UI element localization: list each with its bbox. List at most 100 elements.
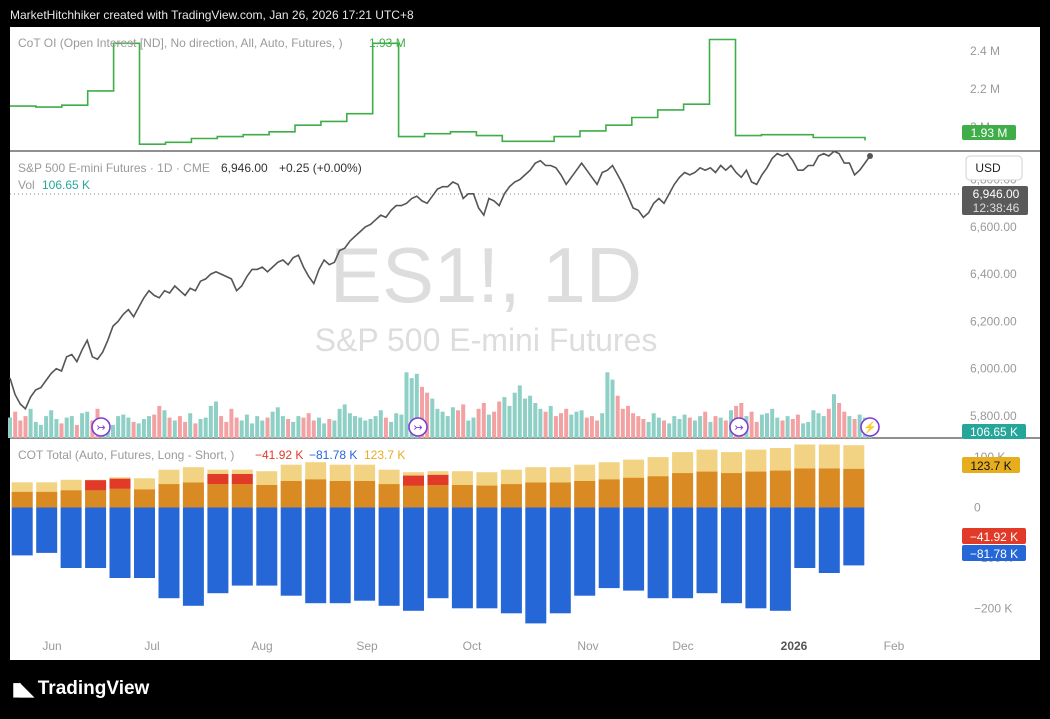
volume-bar <box>667 423 672 438</box>
volume-bar <box>589 416 594 438</box>
cot-net-bar <box>109 488 131 508</box>
x-tick-label: Jul <box>144 639 159 653</box>
volume-bar <box>234 417 239 438</box>
volume-bar <box>306 413 311 438</box>
cot-net-bar <box>549 482 571 508</box>
tradingview-brand: TradingView <box>37 678 150 699</box>
volume-bar <box>440 411 445 438</box>
volume-bar <box>600 413 605 438</box>
cot-net-bar <box>427 485 449 508</box>
svg-text:⚡: ⚡ <box>863 421 877 434</box>
volume-bar <box>358 417 363 438</box>
volume-bar <box>280 416 285 438</box>
svg-text:↣: ↣ <box>96 422 105 434</box>
chart-background <box>10 27 1040 660</box>
dividend-marker-icon[interactable]: ↣ <box>408 417 428 437</box>
volume-bar <box>18 420 23 438</box>
lightning-event-icon[interactable]: ⚡ <box>860 417 880 437</box>
volume-bar <box>420 386 424 438</box>
volume-bar <box>23 416 28 438</box>
oi-value-tag-label: 1.93 M <box>971 126 1008 140</box>
cot-net-bar <box>525 482 547 508</box>
volume-bar <box>49 410 54 438</box>
cot-short-value: −81.78 K <box>309 448 357 462</box>
volume-bar <box>116 416 121 438</box>
cot-net-bar <box>696 471 718 508</box>
cot-short-bar <box>672 507 694 599</box>
volume-bar <box>126 417 131 438</box>
volume-bar <box>646 421 651 438</box>
volume-label: Vol <box>18 178 35 192</box>
price-line <box>9 150 871 411</box>
volume-bar <box>208 405 213 438</box>
volume-bar <box>203 417 208 438</box>
cot-long-bar <box>403 475 424 486</box>
cot-short-bar <box>427 507 449 599</box>
cot-short-bar <box>794 507 816 568</box>
volume-bar <box>239 420 244 438</box>
volume-bar <box>698 416 703 438</box>
volume-bar <box>131 421 136 438</box>
volume-bar <box>461 404 466 438</box>
cot-long-bar <box>207 474 229 485</box>
volume-bar <box>219 416 224 438</box>
currency-button[interactable] <box>965 155 1023 181</box>
volume-bar <box>152 414 157 438</box>
volume-bar <box>677 419 682 438</box>
volume-bar <box>754 421 759 438</box>
volume-bar <box>229 408 234 438</box>
volume-bar <box>342 404 347 438</box>
cot-net-bar <box>623 477 645 508</box>
volume-bar <box>785 416 790 438</box>
volume-bar <box>559 413 563 438</box>
cot-short-bar <box>134 507 155 578</box>
volume-bar <box>255 416 260 438</box>
dividend-marker-icon[interactable]: ↣ <box>729 417 749 437</box>
volume-bar <box>476 408 481 438</box>
volume-bar <box>605 372 610 438</box>
tradingview-logo[interactable]: ▮◣ TradingView <box>12 678 149 700</box>
cot-net-bar <box>231 484 253 508</box>
currency-label: USD <box>975 161 1001 175</box>
volume-bar <box>291 421 296 438</box>
cot-short-bar <box>256 507 278 586</box>
y-tick-label: 6,000.00 <box>970 362 1017 376</box>
volume-bar <box>718 417 723 438</box>
volume-bar <box>723 420 728 438</box>
cot-long-bar <box>109 478 131 489</box>
oi-line <box>10 38 866 145</box>
volume-bar <box>111 424 115 438</box>
cot-short-bar <box>403 507 424 611</box>
volume-bar <box>857 414 862 438</box>
cot-long-tag <box>962 528 1026 544</box>
cot-short-bar <box>843 507 865 566</box>
volume-bar <box>260 420 265 438</box>
x-tick-label: Sep <box>356 639 378 653</box>
volume-bar <box>687 417 692 438</box>
svg-text:↣: ↣ <box>734 422 743 434</box>
volume-bar <box>816 413 821 438</box>
last-price: 6,946.00 <box>221 161 268 175</box>
time-axis[interactable]: Jun Jul Aug Sep Oct Nov Dec 2026 Feb <box>42 639 904 653</box>
volume-bar <box>327 419 332 438</box>
volume-bar <box>651 413 656 438</box>
watermark-symbol: ES1!, 1D <box>330 231 642 319</box>
oi-title: CoT OI (Open Interest [ND], No direction… <box>18 36 343 50</box>
volume-bar <box>801 423 806 438</box>
volume-bar <box>198 419 203 438</box>
cot-short-bar <box>85 507 107 568</box>
cot-short-bar <box>354 507 376 601</box>
volume-bar <box>780 420 785 438</box>
tradingview-logo-icon: ▮◣ <box>12 678 34 699</box>
cot-short-bar <box>329 507 351 604</box>
watermark-name: S&P 500 E-mini Futures <box>315 322 658 358</box>
volume-bar <box>157 405 162 438</box>
volume-bar <box>425 392 430 438</box>
cot-net-bar <box>451 485 473 508</box>
volume-bar <box>636 416 641 438</box>
dividend-marker-icon[interactable]: ↣ <box>91 417 111 437</box>
volume-bar <box>641 419 646 438</box>
volume-bar <box>121 414 126 438</box>
volume-bar <box>347 413 352 438</box>
